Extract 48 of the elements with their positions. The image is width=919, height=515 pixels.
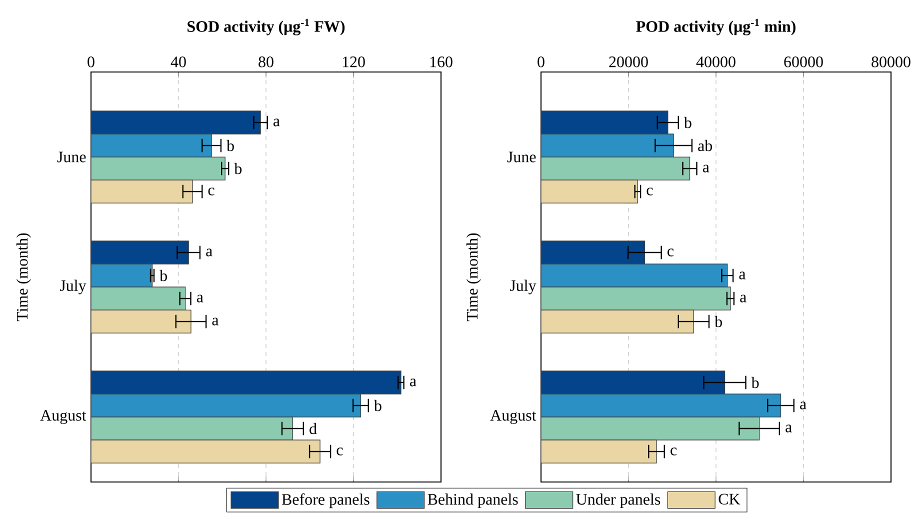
y-tick-label: June: [507, 152, 536, 162]
legend-label: Under panels: [576, 493, 660, 508]
data-label: a: [702, 164, 710, 172]
data-label: a: [196, 294, 204, 302]
x-tick-label: 120: [342, 56, 365, 68]
x-axis-title: SOD activity (μg$^{-1}$ FW): [188, 18, 345, 36]
x-tick-label: 160: [430, 56, 452, 68]
data-label: a: [410, 378, 416, 386]
data-label: a: [206, 248, 212, 256]
y-tick-label: June: [57, 152, 86, 162]
x-tick-label: 40: [170, 56, 186, 68]
data-label: b: [751, 376, 759, 388]
y-tick-label: July: [60, 280, 86, 294]
data-label: b: [684, 116, 692, 128]
data-label: a: [212, 318, 219, 326]
data-label: a: [786, 424, 792, 432]
data-label: b: [160, 270, 167, 282]
data-label: b: [374, 400, 382, 412]
y-tick-label: August: [490, 410, 536, 424]
y-axis-title: Time (month): [466, 233, 481, 322]
data-label: a: [740, 294, 746, 302]
data-label: c: [208, 188, 214, 196]
x-tick-label: 0: [88, 56, 94, 68]
data-label: d: [310, 422, 317, 434]
data-label: b: [714, 316, 722, 328]
data-label: a: [273, 118, 280, 126]
data-label: c: [670, 448, 677, 456]
data-label: a: [739, 272, 746, 280]
legend-label: Behind panels: [428, 493, 518, 508]
x-axis-title: POD activity (μg$^{-1}$ min): [636, 18, 796, 36]
data-label: b: [226, 140, 234, 152]
x-tick-label: 0: [538, 56, 544, 68]
x-tick-label: 60000: [784, 56, 823, 68]
y-tick-label: July: [510, 280, 536, 294]
x-tick-label: 20000: [609, 56, 648, 68]
y-tick-label: August: [40, 410, 86, 424]
x-tick-label: 80: [258, 56, 274, 68]
x-tick-label: 40000: [696, 56, 736, 68]
y-axis-title: Time (month): [16, 233, 31, 322]
data-label: ab: [698, 140, 712, 152]
legend-label: CK: [718, 494, 740, 504]
data-label: c: [668, 248, 674, 256]
legend-label: Before panels: [282, 493, 370, 508]
data-label: a: [800, 402, 806, 410]
data-label: c: [336, 448, 343, 456]
data-label: b: [234, 162, 242, 174]
x-tick-label: 80000: [872, 56, 910, 68]
data-label: c: [646, 188, 653, 196]
